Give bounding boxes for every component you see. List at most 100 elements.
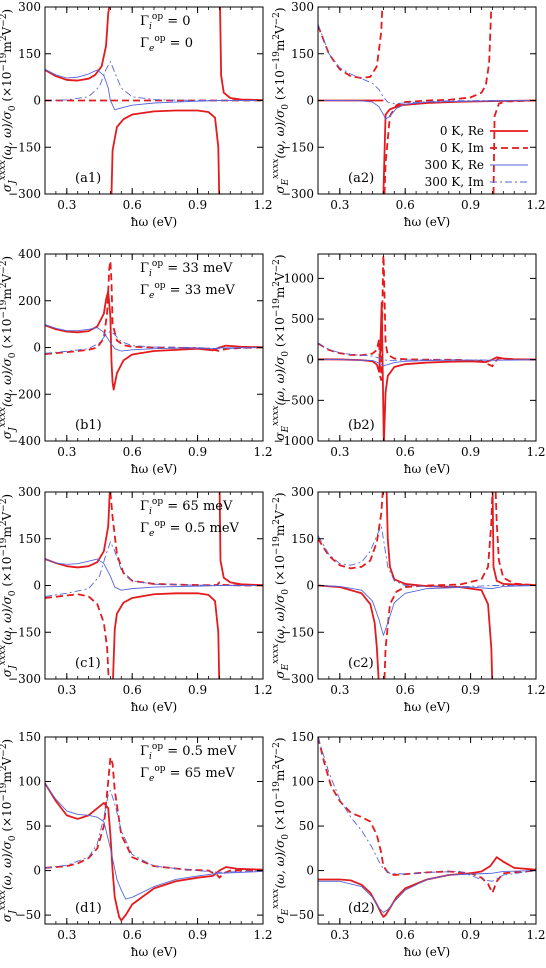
y-tick-label: 150 xyxy=(18,532,41,546)
series-group xyxy=(318,7,536,194)
series-line-t300-re xyxy=(45,783,263,900)
series-line-t300-re xyxy=(318,100,536,120)
x-axis-label: ħω (eV) xyxy=(131,700,177,714)
x-tick-label: 1.2 xyxy=(526,198,545,212)
gamma-e-annotation: Γeop = 0 xyxy=(140,34,193,54)
y-tick-label: 0 xyxy=(33,864,41,878)
series-line-t300-re xyxy=(318,359,536,367)
series-group xyxy=(45,7,263,194)
y-tick-label: −300 xyxy=(281,187,314,201)
panel-label: (a1) xyxy=(75,171,101,186)
x-tick-label: 0.6 xyxy=(396,928,415,942)
panel-label: (a2) xyxy=(348,171,374,186)
series-line-t0-re xyxy=(45,492,111,569)
y-tick-label: 150 xyxy=(291,47,314,61)
gamma-i-annotation: Γiop = 0.5 meV xyxy=(140,742,237,762)
x-axis-label: ħω (eV) xyxy=(131,215,177,229)
y-tick-label: −150 xyxy=(281,140,314,154)
series-line-t0-re xyxy=(45,290,263,391)
axes-frame xyxy=(317,253,537,442)
series-line-t0-im xyxy=(492,99,536,194)
y-tick-label: −150 xyxy=(8,140,41,154)
y-tick-label: −1000 xyxy=(273,434,314,448)
y-tick-label: 100 xyxy=(291,775,314,789)
x-tick-label: 0.3 xyxy=(330,683,349,697)
legend-entry: 0 K, Re xyxy=(440,124,484,138)
series-group xyxy=(45,492,263,679)
series-line-t300-im xyxy=(318,23,536,105)
y-tick-label: 0 xyxy=(306,579,314,593)
series-line-t300-im xyxy=(45,541,263,597)
x-tick-label: 0.6 xyxy=(396,683,415,697)
series-line-t0-re xyxy=(318,301,536,441)
y-tick-label: 300 xyxy=(291,485,314,499)
y-tick-label: 0 xyxy=(33,579,41,593)
y-tick-label: 150 xyxy=(18,47,41,61)
y-tick-label: −300 xyxy=(8,187,41,201)
series-group xyxy=(318,254,536,441)
x-tick-label: 0.3 xyxy=(57,683,76,697)
series-line-t0-re xyxy=(112,592,221,679)
series-line-t0-im xyxy=(383,492,494,679)
panel-label: (d2) xyxy=(348,901,375,916)
panel-label: (c2) xyxy=(348,656,374,671)
series-line-t0-re xyxy=(218,492,263,587)
series-group xyxy=(318,737,536,918)
x-tick-label: 0.6 xyxy=(396,198,415,212)
series-group xyxy=(45,756,263,922)
y-axis-label: σExxxx(ω, ω)/σ0 (×10−19m2V−2) xyxy=(271,492,291,678)
gamma-i-annotation: Γiop = 65 meV xyxy=(140,497,233,517)
gamma-e-annotation: Γeop = 0.5 meV xyxy=(140,519,240,539)
x-axis-label: ħω (eV) xyxy=(404,700,450,714)
y-axis-label: σExxxx(ω, ω)/σ0 (×10−19m2V−2) xyxy=(271,7,291,193)
series-line-t0-re xyxy=(45,7,111,82)
series-line-t0-im xyxy=(318,7,384,79)
x-tick-label: 1.2 xyxy=(253,198,272,212)
x-tick-label: 0.3 xyxy=(330,445,349,459)
x-tick-label: 1.2 xyxy=(526,445,545,459)
gamma-e-annotation: Γeop = 65 meV xyxy=(140,764,235,784)
panel-c2: 0.3 0.6 0.9 1.2 −300 −150 0 150 300 ħω (eV) σExxxx… xyxy=(271,485,546,714)
series-line-t0-re xyxy=(491,492,536,587)
series-group xyxy=(45,260,263,391)
y-tick-label: 50 xyxy=(26,819,41,833)
y-tick-label: 300 xyxy=(18,485,41,499)
x-tick-label: 0.9 xyxy=(461,683,480,697)
y-tick-label: 300 xyxy=(18,0,41,14)
y-tick-label: −200 xyxy=(8,387,41,401)
y-tick-label: −300 xyxy=(8,672,41,686)
legend-entry: 300 K, Im xyxy=(425,175,485,189)
y-axis-label: σJxxxx(ω, ω)/σ0 (×10−19m2V−2) xyxy=(0,739,18,922)
series-line-t0-re xyxy=(110,109,221,194)
y-tick-label: −150 xyxy=(8,625,41,639)
axes-frame xyxy=(317,736,537,925)
y-tick-label: 300 xyxy=(291,0,314,14)
y-tick-label: −500 xyxy=(281,393,314,407)
panel-label: (b2) xyxy=(348,418,375,433)
series-line-t300-im xyxy=(318,525,536,587)
y-axis-label: σExxxx(ω, ω)/σ0 (×10−19m2V−2) xyxy=(271,737,291,923)
y-tick-label: 0 xyxy=(306,353,314,367)
x-tick-label: 0.9 xyxy=(461,198,480,212)
x-tick-label: 0.9 xyxy=(461,928,480,942)
y-tick-label: 100 xyxy=(18,775,41,789)
series-line-t300-im xyxy=(318,737,536,882)
series-group xyxy=(318,492,536,679)
x-tick-label: 1.2 xyxy=(253,928,272,942)
series-line-t0-im xyxy=(318,492,384,570)
series-line-t0-im xyxy=(383,7,493,194)
series-line-t0-im xyxy=(318,737,536,894)
series-line-t300-re xyxy=(45,68,263,111)
y-tick-label: 500 xyxy=(291,312,314,326)
x-tick-label: 0.9 xyxy=(188,683,207,697)
series-line-t0-im xyxy=(45,260,263,355)
panel-a1: 0.3 0.6 0.9 1.2 −300 −150 0 150 300 ħω (eV) σJxxxx… xyxy=(0,0,273,229)
x-tick-label: 0.9 xyxy=(188,198,207,212)
panel-c1: 0.3 0.6 0.9 1.2 −300 −150 0 150 300 ħω (eV) σJxxxx… xyxy=(0,485,273,714)
series-line-t300-im xyxy=(45,789,263,873)
x-tick-label: 0.3 xyxy=(330,198,349,212)
series-line-t0-re xyxy=(219,7,263,102)
x-tick-label: 0.6 xyxy=(123,683,142,697)
y-tick-label: 150 xyxy=(291,730,314,744)
